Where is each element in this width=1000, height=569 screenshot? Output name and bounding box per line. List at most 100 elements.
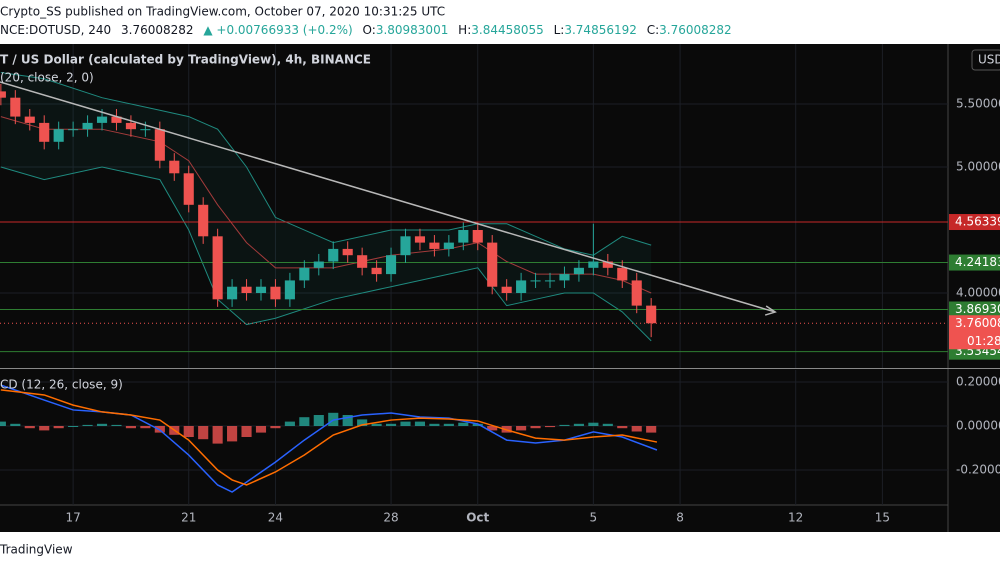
candle-body (140, 129, 151, 131)
level-label: 4.241837 (955, 255, 1000, 269)
histogram-bar (125, 426, 136, 429)
histogram-bar (68, 426, 79, 428)
candle-body (646, 305, 657, 324)
histogram-bar (631, 426, 642, 432)
histogram-bar (111, 424, 122, 427)
histogram-bar (429, 423, 440, 427)
level-tag (949, 254, 1000, 271)
candle-body (588, 261, 599, 268)
candle-body (154, 129, 165, 161)
plot: 17 21 24 28 Oct 5 8 12 15 5.500000 5.000000 4.00000… (0, 44, 1000, 525)
histogram-bar (487, 426, 498, 431)
candle-body (0, 91, 6, 98)
histogram-bar (198, 426, 209, 440)
candle-body (371, 267, 382, 275)
candle-body (227, 286, 238, 300)
x-tick-label: 24 (268, 511, 283, 525)
candle-body (487, 242, 498, 287)
candle-body (284, 280, 295, 300)
candle-body (68, 129, 79, 131)
ohlc-label: L: (554, 23, 565, 37)
candle-body (96, 116, 108, 123)
candle-body (559, 274, 570, 281)
macd-line (0, 389, 658, 486)
band-lower (0, 166, 652, 342)
band-upper (0, 71, 652, 256)
chart-background (0, 44, 1000, 532)
candle-body (270, 286, 281, 300)
y-tick-label: 4.000000 (956, 286, 1000, 300)
histogram-bar (299, 417, 310, 427)
candle-body (183, 173, 194, 205)
candle-body (414, 236, 426, 243)
countdown: 01:28 (967, 334, 1000, 348)
histogram-bar (646, 426, 657, 433)
histogram-bar (82, 424, 93, 427)
ohlc-label: C: (647, 23, 659, 37)
candle-body (458, 230, 469, 243)
candle-body (111, 116, 122, 123)
candle-body (313, 261, 324, 268)
last-price-tag (949, 315, 1000, 350)
x-tick-label: 21 (181, 511, 196, 525)
candle-body (255, 286, 267, 294)
candle-body (530, 280, 541, 282)
ohlc-label: O: (363, 23, 376, 37)
x-tick-label: 12 (788, 511, 803, 525)
histogram-bar (270, 426, 281, 429)
histogram-bar (443, 423, 454, 427)
histogram-bar (472, 423, 483, 427)
candle-body (24, 116, 35, 123)
symbol-line: NCE:DOTUSD, 240 3.76008282 ▲ +0.00766933… (0, 23, 732, 37)
x-tick-label: 15 (875, 511, 890, 525)
candle-body (328, 248, 339, 262)
candle-body (198, 204, 209, 237)
candle-body (357, 255, 368, 268)
ohlc-value: 3.84458055 (471, 23, 544, 37)
footer: TradingView (0, 543, 73, 557)
candle-body (516, 280, 527, 294)
x-tick-label: 17 (65, 511, 80, 525)
currency-button[interactable] (971, 49, 1000, 71)
candle-body (212, 236, 223, 300)
histogram-bar (24, 426, 35, 429)
level-label: 4.563396 (955, 215, 1000, 229)
pane-title: CD (12, 26, close, 9) (0, 378, 123, 392)
y-tick-label: 5.500000 (956, 96, 1000, 110)
histogram-bar (385, 423, 397, 427)
histogram-bar (255, 426, 267, 433)
candle-body (241, 286, 252, 294)
histogram-bar (602, 423, 613, 427)
x-tick-label: 8 (676, 511, 684, 525)
histogram-bar (458, 422, 469, 427)
histogram-bar (530, 426, 541, 429)
level-label: 3.869303 (955, 302, 1000, 316)
histogram-bar (183, 426, 194, 438)
histogram-bar (0, 421, 6, 427)
histogram-bar (357, 419, 368, 427)
histogram-bar (313, 415, 324, 427)
candle-body (472, 230, 483, 243)
candle-body (53, 129, 64, 142)
candle-body (501, 286, 512, 294)
candle-body (429, 242, 440, 249)
last-price-label: 3.760082 (955, 316, 1000, 330)
candle-body (169, 160, 180, 174)
candle-body (443, 242, 454, 249)
candle-body (385, 255, 397, 275)
histogram-bar (371, 423, 382, 427)
candle-body (544, 280, 556, 282)
pane-title: T / US Dollar (calculated by TradingView… (0, 53, 371, 67)
y-tick-label: 0.000000 (956, 419, 1000, 433)
ohlc-value: 3.80983001 (376, 23, 449, 37)
candle-body (82, 122, 93, 130)
histogram-bar (96, 423, 108, 427)
histogram-bar (414, 421, 426, 427)
ohlc-value: 3.74856192 (564, 23, 637, 37)
candle-body (573, 267, 584, 275)
histogram-bar (573, 423, 584, 427)
histogram-bar (212, 426, 223, 444)
histogram-bar (227, 426, 238, 442)
currency[interactable]: USD (978, 53, 1000, 67)
